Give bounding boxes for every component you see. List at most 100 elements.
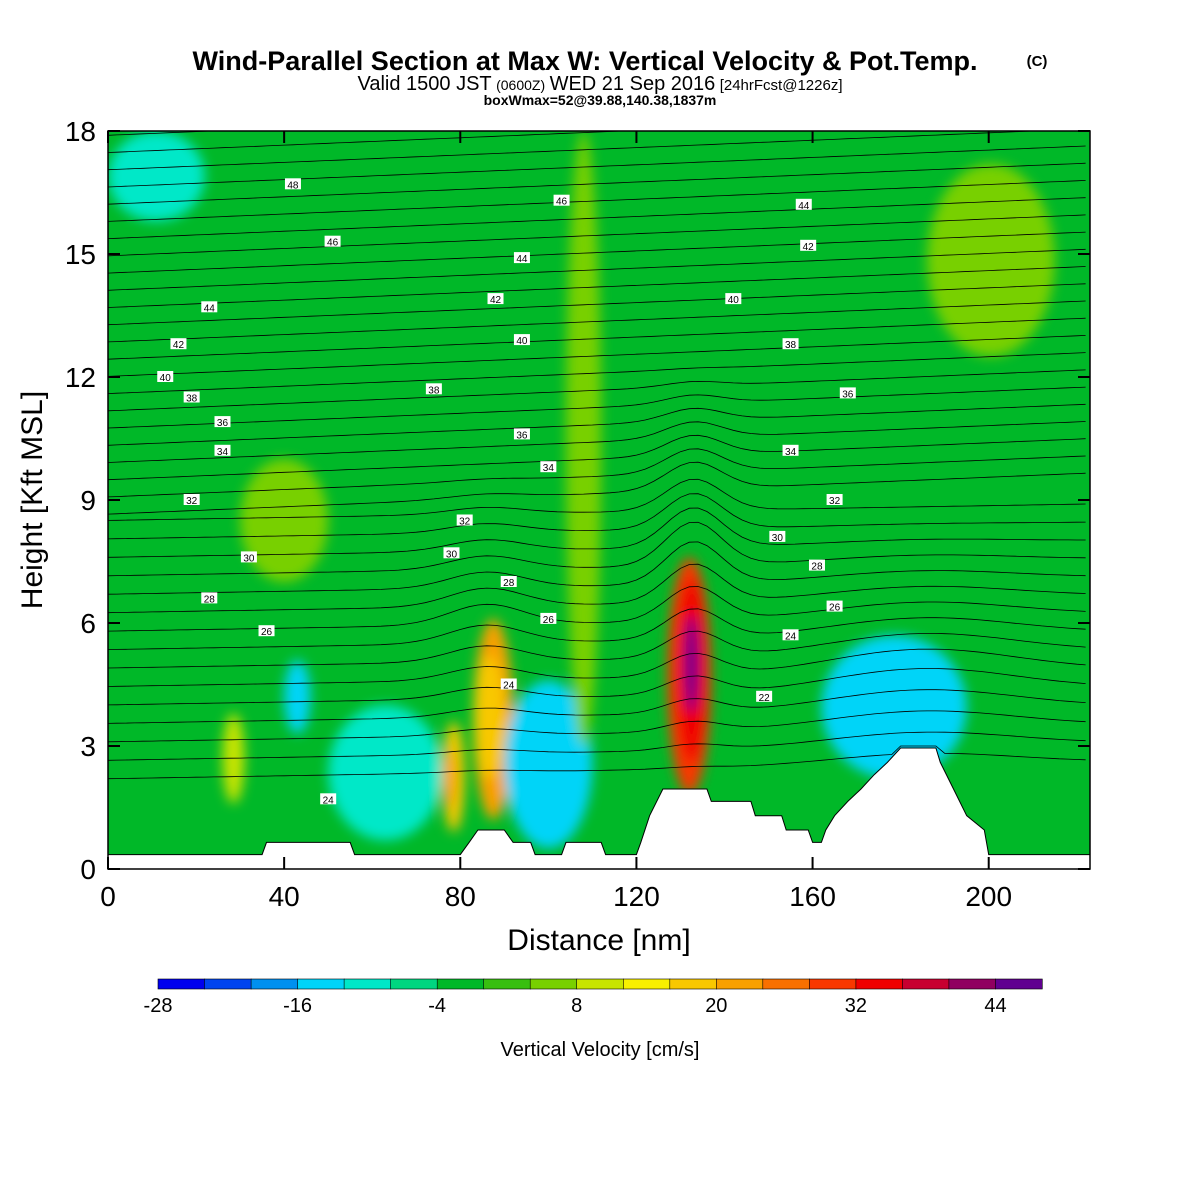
colorbar-swatch <box>297 978 345 990</box>
isentrope-line <box>108 335 1086 377</box>
contour-label: 46 <box>553 194 570 208</box>
contour-label-box <box>443 547 460 559</box>
contour-label: 42 <box>170 338 187 351</box>
contour-label: 32 <box>183 494 200 507</box>
contour-label-box <box>782 444 799 456</box>
isentrope-line <box>108 248 1086 291</box>
contour-label: 36 <box>214 416 231 429</box>
x-axis-title: Distance [nm] <box>507 924 690 957</box>
contour-label-text: 30 <box>243 553 255 564</box>
colorbar-swatch <box>343 978 392 990</box>
contour-label-text: 44 <box>516 254 528 265</box>
contour-label-box <box>553 194 570 206</box>
isentrope-line <box>108 300 1086 343</box>
isentrope-line <box>108 317 1086 360</box>
contour-label-box <box>456 514 473 526</box>
isentrope-line <box>108 448 1086 498</box>
colorbar-swatch <box>529 978 578 990</box>
isentrope-line <box>108 283 1086 326</box>
contour-label: 34 <box>214 444 231 458</box>
x-tick-label: 120 <box>613 881 660 912</box>
terrain-mask <box>108 747 1090 869</box>
contour-label-text: 28 <box>204 594 216 605</box>
colorbar-swatch <box>948 978 997 990</box>
contour-label-box <box>513 252 530 264</box>
contour-label-box <box>808 559 825 571</box>
colorbar-swatch <box>622 978 671 990</box>
contour-label: 48 <box>284 178 301 191</box>
x-tick-label: 0 <box>100 881 116 912</box>
contour-label-text: 46 <box>556 197 568 208</box>
velocity-cell <box>473 655 505 779</box>
isentrope-line <box>108 266 1086 308</box>
colorbar-title: Vertical Velocity [cm/s] <box>501 1039 700 1061</box>
isentrope-line <box>108 541 1086 595</box>
colorbar-tick-label: 20 <box>705 995 727 1017</box>
isentrope-line <box>108 745 1086 780</box>
colorbar: -28 -16 -4 8 20 32 44 <box>144 978 1043 1017</box>
y-tick-label: 15 <box>65 239 96 270</box>
isentrope-line <box>108 630 1086 669</box>
colorbar-swatch <box>762 978 810 990</box>
chart-subtitle: Valid 1500 JST (0600Z) WED 21 Sep 2016 [… <box>358 73 843 95</box>
contour-label: 44 <box>201 301 218 314</box>
contour-label-text: 34 <box>217 447 229 458</box>
colorbar-swatch <box>483 978 531 990</box>
colorbar-swatch <box>576 978 624 990</box>
velocity-cell <box>565 131 602 746</box>
isentrope-line <box>108 403 1086 446</box>
colorbar-tick-label: -28 <box>144 995 173 1017</box>
contour-label-box <box>284 178 301 190</box>
contour-label: 22 <box>756 690 773 704</box>
x-tick-label: 80 <box>445 881 476 912</box>
contour-label-box <box>513 334 530 346</box>
contour-label-text: 38 <box>186 394 198 405</box>
contour-label-box <box>170 338 187 350</box>
contour-label-box <box>183 391 200 403</box>
isentrope-line <box>108 231 1086 274</box>
contour-label-box <box>240 551 257 563</box>
contour-label: 44 <box>795 198 812 212</box>
subtitle-zulu: (0600Z) <box>496 77 545 93</box>
contour-label-box <box>795 198 812 210</box>
contour-label-text: 34 <box>543 463 555 474</box>
contour-label-box <box>540 461 557 473</box>
y-tick-label: 18 <box>65 116 96 147</box>
contour-label-box <box>425 383 442 395</box>
colorbar-swatch <box>157 978 206 990</box>
contour-label: 30 <box>443 547 460 560</box>
contour-label-box <box>258 625 275 637</box>
plot-area: 48 46 46 44 44 44 42 42 42 40 40 40 38 38 38 36 36 36 34 34… <box>108 131 1090 869</box>
velocity-cell <box>442 750 456 808</box>
contour-label-text: 42 <box>173 340 185 351</box>
y-tick-label: 3 <box>80 731 96 762</box>
contour-label-text: 32 <box>186 496 198 507</box>
y-axis-title: Height [Kft MSL] <box>16 391 49 609</box>
isentrope-line <box>108 434 1086 481</box>
isentrope-line <box>108 214 1086 257</box>
colorbar-swatch <box>855 978 904 990</box>
contour-label: 40 <box>513 334 530 347</box>
isentrope-line <box>108 369 1086 412</box>
contour-label: 30 <box>769 530 786 544</box>
colorbar-swatch <box>995 978 1043 990</box>
velocity-cell <box>328 705 443 841</box>
contour-label: 44 <box>513 252 530 265</box>
contour-label: 28 <box>500 576 517 589</box>
contour-label: 42 <box>800 239 817 253</box>
contour-label-box <box>500 678 517 690</box>
velocity-cell <box>684 614 699 714</box>
contour-label-box <box>157 371 174 382</box>
velocity-cell <box>504 680 593 849</box>
y-tick-label: 0 <box>80 854 96 885</box>
contour-label-box <box>487 293 504 305</box>
contour-label-text: 34 <box>785 447 797 458</box>
contour-label-text: 40 <box>516 336 528 347</box>
vertical-velocity-field <box>108 131 1055 849</box>
contour-label-text: 44 <box>204 303 216 314</box>
isentrope-line <box>108 131 1042 171</box>
contour-label-text: 30 <box>772 533 784 544</box>
velocity-cell <box>240 459 329 582</box>
contour-label: 30 <box>240 551 257 564</box>
y-tick-label: 9 <box>80 485 96 516</box>
